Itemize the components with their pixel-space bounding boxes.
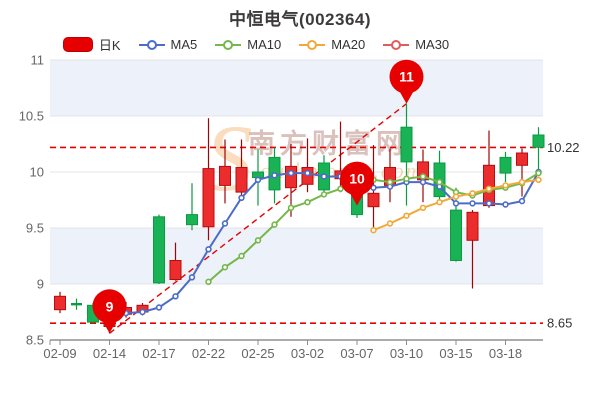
x-axis: 02-09 02-14 02-17 02-22 02-25 03-02 03-07 03-10…	[43, 339, 543, 361]
ma10-line-marker-icon	[215, 39, 242, 50]
svg-text:8.5: 8.5	[26, 333, 44, 348]
legend-label-ma5: MA5	[170, 37, 198, 52]
legend-item-ma5[interactable]: MA5	[138, 37, 198, 52]
svg-text:10: 10	[30, 165, 44, 180]
ma10-line	[205, 169, 542, 285]
svg-text:10.5: 10.5	[19, 109, 44, 124]
balloon-marker-9[interactable]: 9	[92, 289, 127, 334]
legend-item-ma20[interactable]: MA20	[299, 37, 365, 52]
ma20-line-marker-icon	[299, 39, 326, 50]
ma30-line-marker-icon	[383, 39, 410, 50]
svg-text:9.5: 9.5	[26, 221, 44, 236]
annotation-lines: 10.22 8.65	[50, 103, 580, 334]
svg-text:02-25: 02-25	[241, 346, 274, 361]
ma5-line-marker-icon	[138, 39, 165, 50]
svg-text:03-07: 03-07	[340, 346, 373, 361]
svg-text:8.65: 8.65	[547, 316, 572, 331]
chart-legend: 日K MA5 MA10 MA20 MA30	[0, 35, 600, 54]
svg-text:03-15: 03-15	[439, 346, 472, 361]
trendline	[109, 103, 407, 334]
svg-text:10: 10	[349, 171, 365, 187]
svg-text:02-17: 02-17	[142, 346, 175, 361]
svg-text:03-02: 03-02	[291, 346, 324, 361]
watermark: S 南方财富网 outhmoney.com	[205, 105, 421, 211]
legend-label-ma20: MA20	[331, 37, 366, 52]
svg-text:11: 11	[399, 69, 414, 85]
svg-text:02-14: 02-14	[93, 346, 126, 361]
ma5-line	[122, 168, 542, 317]
legend-item-ma10[interactable]: MA10	[215, 37, 281, 52]
svg-text:9: 9	[106, 298, 114, 314]
svg-text:02-22: 02-22	[192, 346, 225, 361]
svg-text:10.22: 10.22	[547, 140, 580, 155]
legend-label-ma30: MA30	[415, 37, 450, 52]
svg-text:9: 9	[37, 277, 44, 292]
svg-text:11: 11	[31, 53, 45, 68]
balloon-marker-10[interactable]: 10	[340, 161, 374, 206]
legend-label-ma10: MA10	[247, 37, 282, 52]
kline-swatch-icon	[62, 37, 93, 52]
legend-item-kline[interactable]: 日K	[62, 35, 121, 54]
svg-text:02-09: 02-09	[43, 346, 76, 361]
svg-text:03-10: 03-10	[390, 346, 423, 361]
balloon-marker-11[interactable]: 11	[389, 59, 424, 104]
legend-label-kline: 日K	[98, 38, 121, 53]
ma20-line	[370, 176, 542, 234]
page-title: 中恒电气(002364)	[228, 10, 372, 29]
svg-text:南方财富网: 南方财富网	[248, 128, 408, 159]
legend-item-ma30[interactable]: MA30	[383, 37, 449, 52]
svg-text:03-18: 03-18	[489, 346, 522, 361]
